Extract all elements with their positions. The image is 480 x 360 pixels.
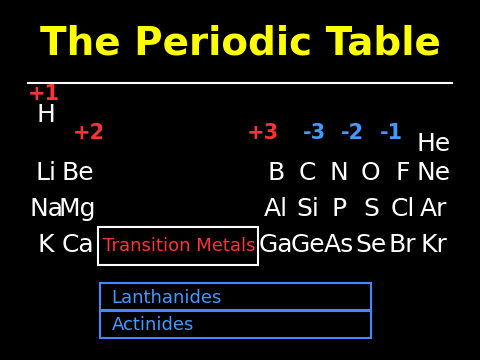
Text: -3: -3 xyxy=(303,123,326,143)
Text: +2: +2 xyxy=(73,123,105,143)
Text: Lanthanides: Lanthanides xyxy=(111,289,222,307)
Text: Ca: Ca xyxy=(61,233,94,257)
Text: K: K xyxy=(38,233,54,257)
Text: -1: -1 xyxy=(380,123,403,143)
Text: Se: Se xyxy=(355,233,386,257)
Text: S: S xyxy=(363,197,379,221)
Text: Be: Be xyxy=(61,161,94,185)
Text: Ge: Ge xyxy=(290,233,325,257)
Text: Mg: Mg xyxy=(59,197,96,221)
Text: N: N xyxy=(330,161,348,185)
Text: Actinides: Actinides xyxy=(111,316,194,334)
Text: Al: Al xyxy=(264,197,288,221)
Text: +1: +1 xyxy=(28,84,60,104)
Text: B: B xyxy=(267,161,285,185)
Text: Si: Si xyxy=(296,197,319,221)
Text: The Periodic Table: The Periodic Table xyxy=(39,24,441,62)
Text: Transition Metals: Transition Metals xyxy=(103,237,255,255)
Text: Ne: Ne xyxy=(417,161,451,185)
Text: Ar: Ar xyxy=(420,197,448,221)
Text: +3: +3 xyxy=(247,123,278,143)
Text: O: O xyxy=(361,161,381,185)
Text: Cl: Cl xyxy=(390,197,415,221)
Text: P: P xyxy=(332,197,347,221)
Text: C: C xyxy=(299,161,316,185)
Text: He: He xyxy=(417,132,451,156)
Text: F: F xyxy=(395,161,409,185)
Text: Na: Na xyxy=(29,197,63,221)
Text: Li: Li xyxy=(36,161,57,185)
Bar xyxy=(100,310,371,338)
Text: As: As xyxy=(324,233,354,257)
Text: -2: -2 xyxy=(341,123,364,143)
Bar xyxy=(100,283,371,311)
Text: Kr: Kr xyxy=(420,233,447,257)
Bar xyxy=(98,227,258,265)
Text: Ga: Ga xyxy=(259,233,293,257)
Text: H: H xyxy=(36,103,56,127)
Text: Br: Br xyxy=(389,233,416,257)
